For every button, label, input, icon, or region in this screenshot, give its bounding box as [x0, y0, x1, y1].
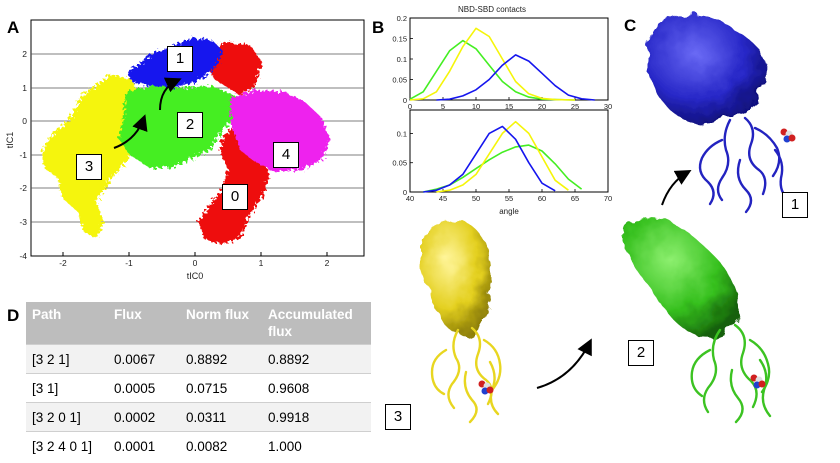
- x-tick-label: 0: [408, 102, 412, 111]
- cell-flux: 0.0002: [108, 402, 180, 432]
- structures-panel: [420, 15, 796, 424]
- x-tick-label: 70: [604, 194, 612, 203]
- x-tick-label: 30: [604, 102, 612, 111]
- col-header-norm-flux: Norm flux: [180, 302, 262, 345]
- structure-state-1: [647, 15, 796, 214]
- state-label-0: 0: [222, 184, 248, 210]
- cell-accumulated-flux: 0.8892: [262, 344, 371, 374]
- col-header-accumulated-flux: Accumulated flux: [262, 302, 371, 345]
- cell-flux: 0.0067: [108, 344, 180, 374]
- x-tick-label: 0: [193, 258, 198, 268]
- y-tick-label: 0: [22, 116, 27, 126]
- y-tick-label: 0.15: [392, 35, 407, 44]
- panel-letter-b: B: [372, 18, 385, 37]
- cell-accumulated-flux: 0.9918: [262, 402, 371, 432]
- y-tick-label: 0: [403, 188, 407, 197]
- angle-axis-label: angle: [499, 207, 519, 216]
- x-tick-label: -1: [125, 258, 133, 268]
- y-tick-label: -4: [19, 251, 27, 261]
- panel-letter-c: C: [624, 16, 637, 35]
- col-header-flux: Flux: [108, 302, 180, 345]
- state-4-cluster: [230, 90, 330, 172]
- cell-norm-flux: 0.8892: [180, 344, 262, 374]
- col-header-path: Path: [26, 302, 108, 345]
- cell-flux: 0.0005: [108, 373, 180, 403]
- x-tick-label: 20: [538, 102, 546, 111]
- structure-state-2: [624, 216, 772, 424]
- series-line-2: [436, 54, 595, 101]
- y-tick-label: 2: [22, 49, 27, 59]
- x-tick-label: -2: [59, 258, 67, 268]
- angle-distribution-plots: NBD-SBD contacts 0 5 10 15 20 25 30 0 0.05 0.1 0.1…: [392, 5, 612, 216]
- angle-plot-bottom: 40 45 50 55 60 65 70 0 0.05 0.1: [392, 109, 612, 203]
- x-tick-label: 5: [441, 102, 445, 111]
- cell-norm-flux: 0.0311: [180, 402, 262, 432]
- transition-arrow-2-1: [159, 77, 182, 111]
- flux-table: Path Flux Norm flux Accumulated flux [3 …: [26, 302, 371, 460]
- series-line-2: [423, 125, 556, 193]
- x-tick-label: 15: [505, 102, 513, 111]
- y-tick-label: -1: [19, 150, 27, 160]
- x-tick-label: 45: [439, 194, 447, 203]
- table-row: [3 2 4 0 1] 0.0001 0.0082 1.000: [26, 431, 371, 460]
- transition-arrow-2-1: [661, 170, 692, 206]
- cell-accumulated-flux: 0.9608: [262, 373, 371, 403]
- scatter-ticks: [62, 252, 328, 256]
- x-tick-label: 2: [325, 258, 330, 268]
- cell-flux: 0.0001: [108, 431, 180, 460]
- structure-label-1: 1: [782, 192, 808, 218]
- cell-path: [3 2 4 0 1]: [26, 431, 108, 460]
- y-tick-label: 0.2: [397, 14, 407, 23]
- ligand-icon: [750, 374, 766, 389]
- x-tick-label: 55: [505, 194, 513, 203]
- cell-norm-flux: 0.0715: [180, 373, 262, 403]
- x-tick-label: 65: [571, 194, 579, 203]
- y-tick-label: 0.1: [397, 55, 407, 64]
- state-0-cluster: [198, 42, 270, 244]
- y-tick-label: 0.05: [392, 76, 407, 85]
- angle-plot-top: 0 5 10 15 20 25 30 0 0.05 0.1 0.15 0.2: [392, 14, 612, 111]
- ligand-icon: [478, 380, 494, 395]
- state-label-4: 4: [273, 142, 299, 168]
- x-tick-label: 1: [259, 258, 264, 268]
- panel-letter-d: D: [7, 306, 20, 325]
- y-tick-label: -3: [19, 217, 27, 227]
- state-label-1: 1: [167, 46, 193, 72]
- y-tick-label: 0.1: [397, 129, 407, 138]
- table-row: [3 1] 0.0005 0.0715 0.9608: [26, 373, 371, 403]
- cell-path: [3 1]: [26, 373, 108, 403]
- transition-arrow-3-2: [113, 114, 148, 149]
- state-label-2: 2: [177, 112, 203, 138]
- structure-label-3: 3: [385, 404, 411, 430]
- cell-path: [3 2 0 1]: [26, 402, 108, 432]
- y-tick-label: 0: [403, 96, 407, 105]
- y-axis-label: tIC1: [5, 132, 15, 149]
- table-header-row: Path Flux Norm flux Accumulated flux: [26, 302, 371, 345]
- series-line-1: [436, 120, 569, 193]
- state-label-3: 3: [76, 154, 102, 180]
- series-line-1: [409, 27, 576, 101]
- cell-accumulated-flux: 1.000: [262, 431, 371, 460]
- table-row: [3 2 1] 0.0067 0.8892 0.8892: [26, 344, 371, 374]
- x-axis-label: tIC0: [187, 271, 204, 281]
- x-tick-label: 60: [538, 194, 546, 203]
- angle-plot-title: NBD-SBD contacts: [458, 5, 526, 14]
- structure-state-3: [420, 220, 502, 424]
- cell-norm-flux: 0.0082: [180, 431, 262, 460]
- y-tick-label: 0.05: [392, 159, 407, 168]
- ligand-icon: [780, 128, 796, 143]
- y-tick-label: -2: [19, 183, 27, 193]
- tica-scatter-plot: -2 -1 0 1 2 2 1 0 -1 -2 -3 -4 tIC0 tIC1: [5, 19, 365, 281]
- x-tick-label: 40: [406, 194, 414, 203]
- table-row: [3 2 0 1] 0.0002 0.0311 0.9918: [26, 402, 371, 432]
- y-tick-label: 1: [22, 83, 27, 93]
- x-tick-label: 25: [571, 102, 579, 111]
- x-tick-label: 10: [472, 102, 480, 111]
- x-tick-label: 50: [472, 194, 480, 203]
- transition-arrow-3-2: [536, 338, 592, 389]
- cell-path: [3 2 1]: [26, 344, 108, 374]
- structure-label-2: 2: [628, 340, 654, 366]
- panel-letter-a: A: [7, 18, 20, 37]
